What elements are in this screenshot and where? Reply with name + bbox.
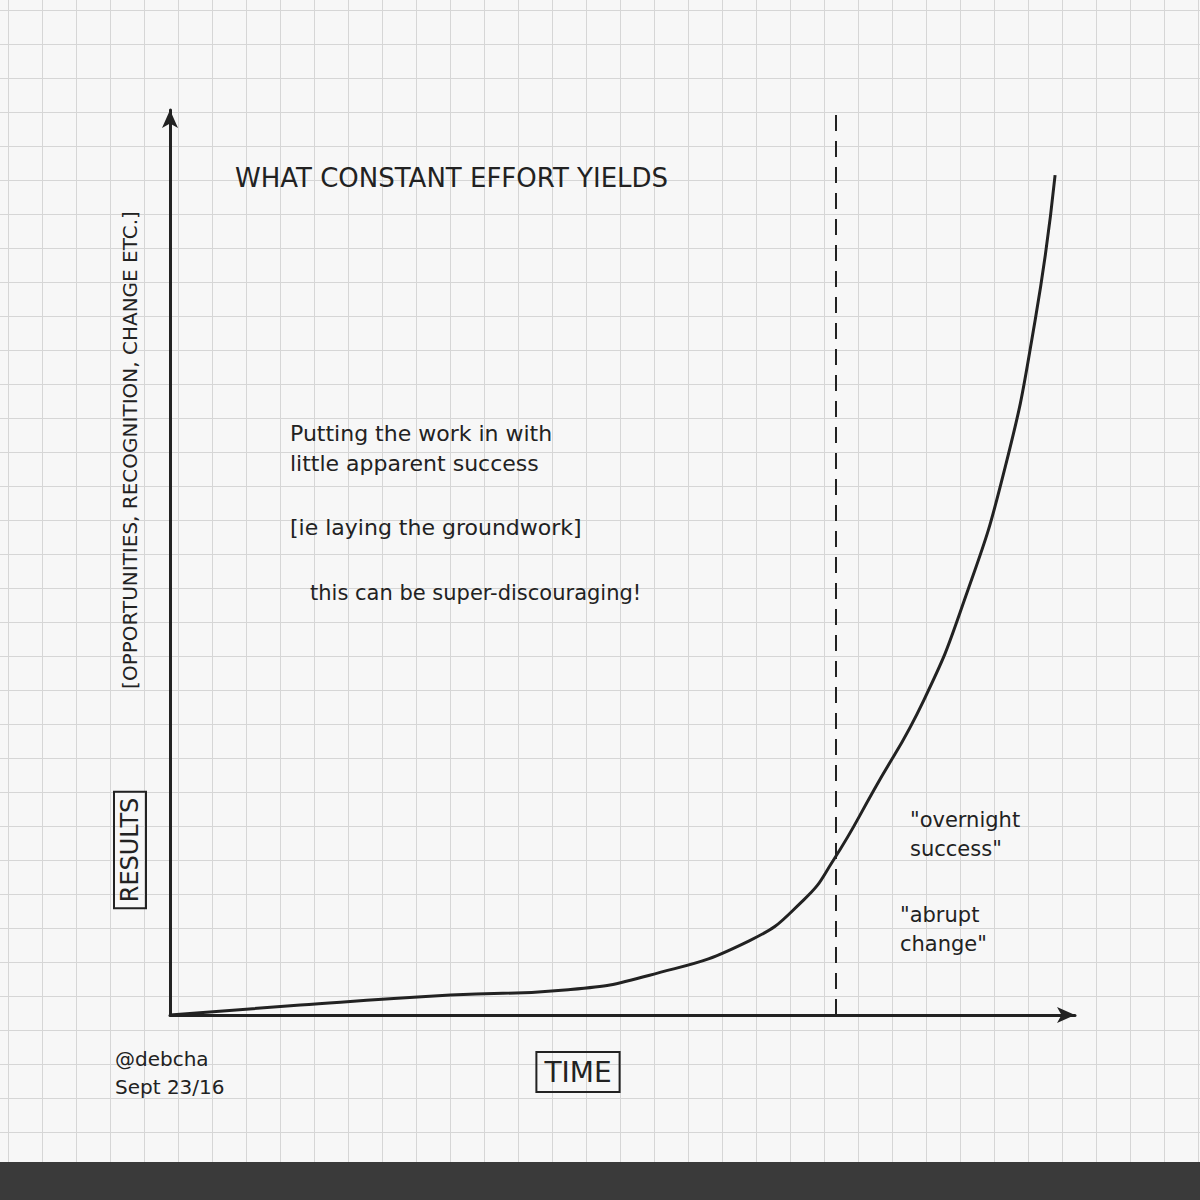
svg-text:change": change" xyxy=(900,932,987,956)
svg-text:Putting the work in with: Putting the work in with xyxy=(290,421,552,446)
svg-text:"abrupt: "abrupt xyxy=(900,903,979,927)
svg-text:this can be super-discouraging: this can be super-discouraging! xyxy=(310,581,641,605)
svg-text:"overnight: "overnight xyxy=(910,808,1020,832)
svg-text:[OPPORTUNITIES, RECOGNITION, C: [OPPORTUNITIES, RECOGNITION, CHANGE ETC.… xyxy=(118,211,142,689)
svg-text:[ie laying the groundwork]: [ie laying the groundwork] xyxy=(290,515,582,540)
svg-text:little apparent success: little apparent success xyxy=(290,451,539,476)
svg-text:TIME: TIME xyxy=(543,1056,611,1089)
svg-text:RESULTS: RESULTS xyxy=(116,798,144,903)
svg-text:Sept 23/16: Sept 23/16 xyxy=(115,1075,225,1099)
svg-text:@debcha: @debcha xyxy=(115,1047,209,1071)
svg-text:WHAT CONSTANT EFFORT YIELDS: WHAT CONSTANT EFFORT YIELDS xyxy=(235,163,668,193)
svg-text:success": success" xyxy=(910,837,1002,861)
